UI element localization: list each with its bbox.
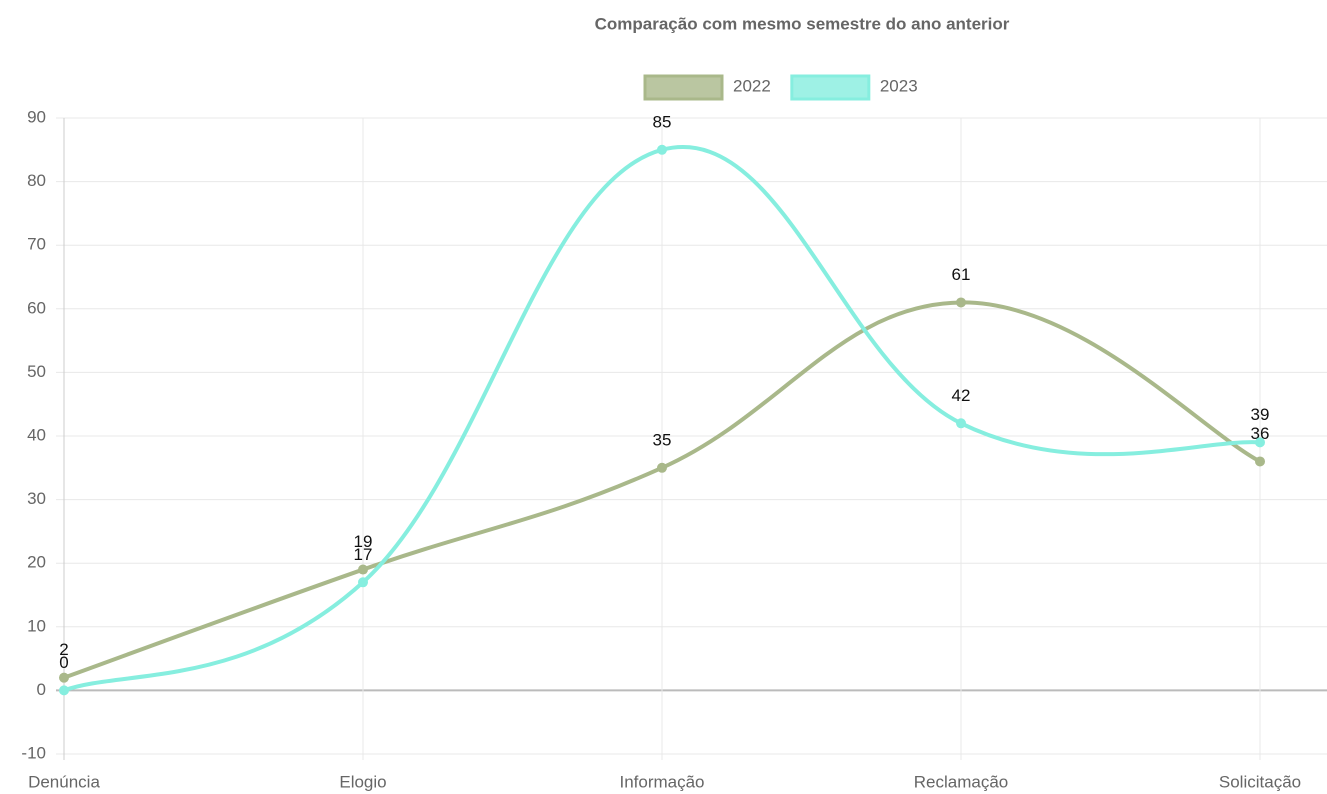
- point: [358, 577, 368, 588]
- data-label: 61: [952, 265, 971, 284]
- x-tick-label: Reclamação: [914, 772, 1009, 791]
- data-label: 2: [59, 640, 68, 659]
- data-label: 0: [59, 653, 68, 672]
- data-label: 85: [653, 112, 672, 131]
- y-tick-label: 80: [27, 171, 46, 190]
- y-tick-label: 0: [37, 680, 46, 699]
- data-label: 17: [354, 545, 373, 564]
- legend-label: 2022: [733, 76, 771, 95]
- legend-swatch: [643, 74, 724, 101]
- point: [657, 144, 667, 155]
- point: [1255, 456, 1265, 467]
- y-tick-label: 60: [27, 298, 46, 317]
- point: [59, 685, 69, 696]
- data-label: 19: [354, 532, 373, 551]
- y-tick-label: -10: [21, 743, 46, 762]
- y-tick-label: 20: [27, 553, 46, 572]
- data-label: 36: [1251, 424, 1270, 443]
- data-label: 35: [653, 430, 672, 449]
- legend-swatch: [790, 74, 871, 101]
- y-tick-label: 50: [27, 362, 46, 381]
- data-label: 42: [952, 386, 971, 405]
- y-tick-label: 70: [27, 235, 46, 254]
- series-line: [63, 300, 1261, 680]
- x-tick-label: Informação: [619, 772, 704, 791]
- chart-title: Comparação com mesmo semestre do ano ant…: [595, 14, 1010, 33]
- point: [956, 418, 966, 429]
- x-tick-label: Denúncia: [28, 772, 100, 791]
- y-tick-label: 30: [27, 489, 46, 508]
- point: [657, 462, 667, 473]
- y-tick-label: 10: [27, 616, 46, 635]
- point: [1255, 437, 1265, 448]
- series-line: [63, 145, 1261, 693]
- point: [59, 672, 69, 683]
- legend-label: 2023: [880, 76, 918, 95]
- point: [358, 564, 368, 575]
- x-tick-label: Solicitação: [1219, 772, 1301, 791]
- point: [956, 297, 966, 308]
- data-label: 39: [1251, 405, 1270, 424]
- x-tick-label: Elogio: [339, 772, 386, 791]
- y-tick-label: 90: [27, 107, 46, 126]
- y-tick-label: 40: [27, 425, 46, 444]
